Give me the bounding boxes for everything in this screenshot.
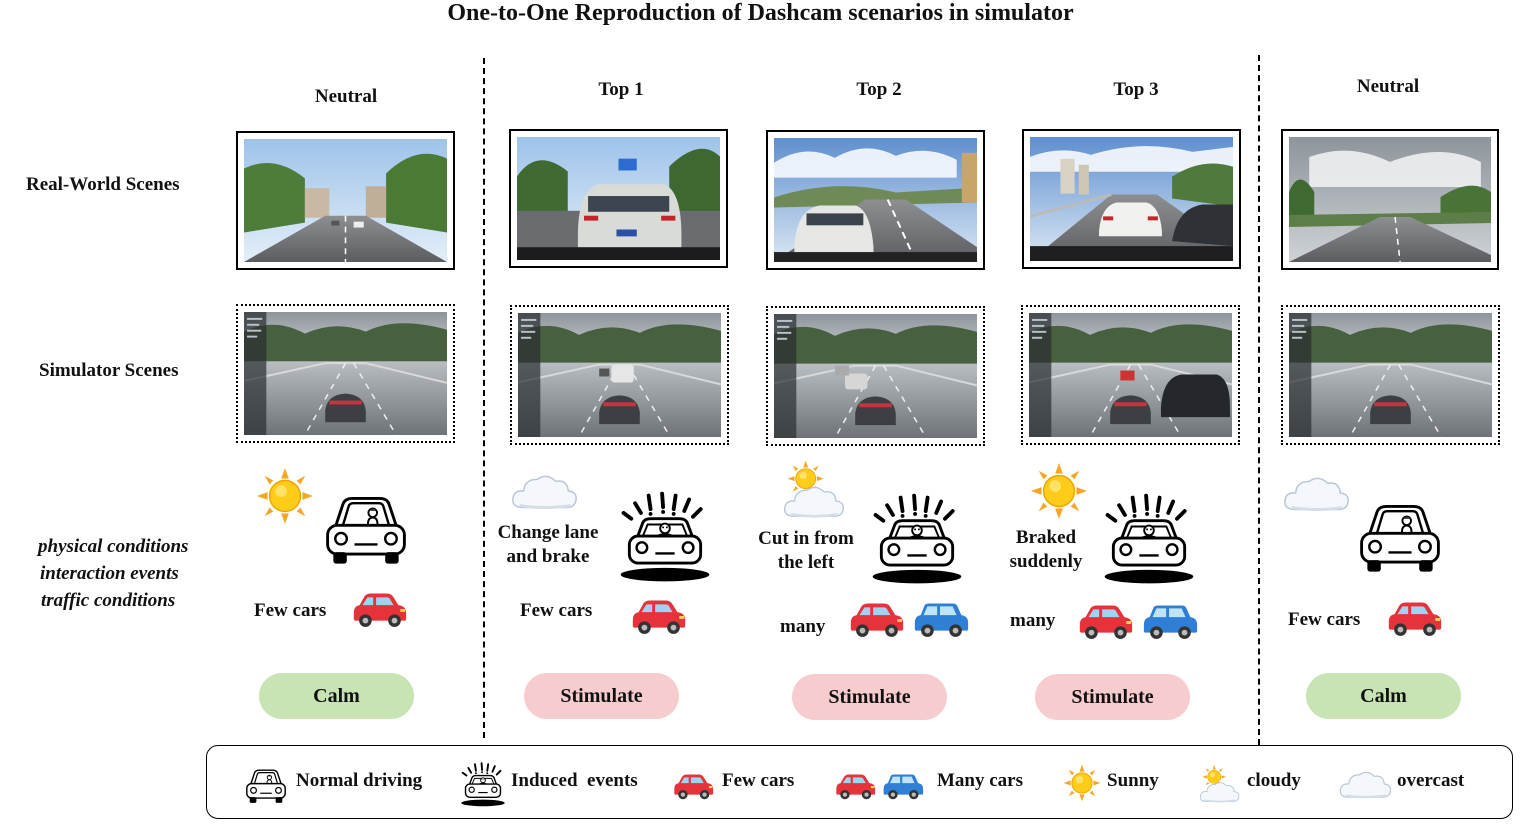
traffic-label-neutral-left: Few cars (254, 600, 327, 621)
legend-overcast: overcast (1397, 770, 1465, 791)
legend-induced-events: Induced events (511, 770, 638, 791)
red-car-icon (845, 598, 907, 640)
sun-icon (1030, 462, 1088, 520)
red-car-icon (348, 588, 410, 630)
alarmed-driver-car-icon (1096, 488, 1202, 592)
condition-label-traffic: traffic conditions (41, 590, 176, 611)
blue-car-icon (910, 598, 972, 640)
row-label-real-world: Real-World Scenes (26, 174, 180, 195)
blue-car-icon (880, 770, 926, 802)
condition-label-interaction: interaction events (40, 563, 179, 584)
normal-driving-car-icon (318, 488, 414, 576)
traffic-label-top2: many (780, 616, 826, 637)
condition-label-physical: physical conditions (38, 536, 189, 557)
sim-scene-neutral-left (236, 304, 455, 443)
event-label-top1: Change lane and brake (497, 522, 599, 567)
cloud-icon (510, 468, 578, 514)
column-header-top3: Top 3 (1113, 79, 1159, 100)
real-scene-top1 (509, 129, 728, 268)
sun-icon (1063, 764, 1101, 802)
sun-behind-cloud-icon (1196, 762, 1242, 804)
real-scene-top3 (1022, 129, 1241, 269)
event-label-top2: Cut in from the left (758, 528, 854, 573)
traffic-label-neutral-right: Few cars (1288, 609, 1361, 630)
cloud-icon (1282, 470, 1350, 516)
legend-many-cars: Many cars (937, 770, 1024, 791)
legend-cloudy: cloudy (1247, 770, 1301, 791)
legend-normal-driving: Normal driving (296, 770, 423, 791)
sun-behind-cloud-icon (778, 458, 848, 518)
red-car-icon (1074, 600, 1136, 642)
alarmed-driver-car-icon (612, 486, 718, 590)
real-scene-neutral-left (236, 131, 455, 270)
sim-scene-neutral-right (1281, 305, 1500, 445)
emotion-badge-neutral-left: Calm (259, 673, 414, 719)
sim-scene-top1 (510, 305, 729, 445)
sun-icon (256, 467, 314, 525)
sim-scene-top3 (1021, 305, 1240, 445)
column-divider-left (483, 58, 485, 738)
real-scene-neutral-right (1281, 129, 1499, 270)
red-car-icon (832, 770, 878, 802)
column-header-neutral-left: Neutral (314, 86, 378, 107)
real-scene-top2 (766, 130, 985, 270)
legend-box (206, 745, 1513, 819)
traffic-label-top1: Few cars (520, 600, 593, 621)
column-header-top1: Top 1 (598, 79, 644, 100)
normal-driving-car-icon (1352, 496, 1448, 584)
row-label-simulator: Simulator Scenes (39, 360, 179, 381)
normal-driving-car-icon (242, 765, 290, 809)
alarmed-driver-car-icon (864, 488, 970, 592)
blue-car-icon (1139, 600, 1201, 642)
alarmed-driver-car-icon (457, 761, 509, 809)
cloud-icon (1338, 766, 1392, 802)
column-header-top2: Top 2 (856, 79, 902, 100)
legend-sunny: Sunny (1107, 770, 1159, 791)
page-title: One-to-One Reproduction of Dashcam scena… (447, 0, 1074, 26)
column-header-neutral-right: Neutral (1356, 76, 1420, 97)
red-car-icon (670, 770, 716, 802)
red-car-icon (1383, 597, 1445, 639)
event-label-top3: Braked suddenly (1009, 527, 1083, 572)
emotion-badge-neutral-right: Calm (1306, 673, 1461, 719)
traffic-label-top3: many (1010, 610, 1056, 631)
emotion-badge-top2: Stimulate (792, 674, 947, 720)
emotion-badge-top3: Stimulate (1035, 674, 1190, 720)
column-divider-right (1258, 55, 1260, 745)
sim-scene-top2 (766, 306, 985, 446)
legend-few-cars: Few cars (722, 770, 795, 791)
emotion-badge-top1: Stimulate (524, 673, 679, 719)
red-car-icon (627, 595, 689, 637)
